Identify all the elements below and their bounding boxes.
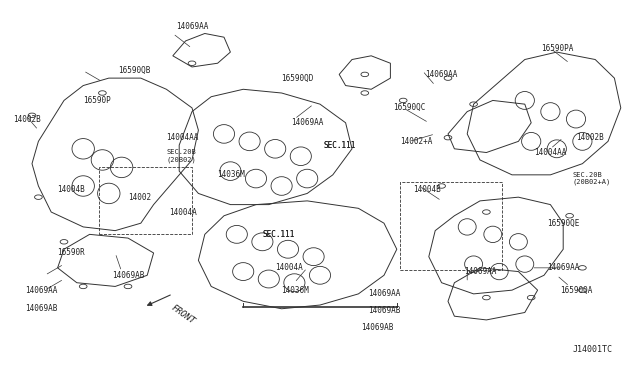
Text: 14036M: 14036M <box>218 170 245 179</box>
Text: 16590P: 16590P <box>83 96 111 105</box>
Text: 14069AB: 14069AB <box>362 323 394 332</box>
Text: 16590PA: 16590PA <box>541 44 573 53</box>
Text: 14004A: 14004A <box>275 263 303 272</box>
Text: 16590QE: 16590QE <box>547 219 580 228</box>
Text: 14069AA: 14069AA <box>426 70 458 79</box>
Text: 16590QD: 16590QD <box>282 74 314 83</box>
Text: 16590QC: 16590QC <box>394 103 426 112</box>
Text: 14069AA: 14069AA <box>368 289 401 298</box>
Text: SEC.20B
(20B02+A): SEC.20B (20B02+A) <box>573 172 611 185</box>
Text: 14004AA: 14004AA <box>166 133 199 142</box>
Text: 16590R: 16590R <box>58 248 85 257</box>
Text: 14069AA: 14069AA <box>176 22 209 31</box>
Text: 14069AB: 14069AB <box>112 271 145 280</box>
Text: SEC.111: SEC.111 <box>323 141 356 150</box>
Text: J14001TC: J14001TC <box>573 345 613 354</box>
Text: 14002B: 14002B <box>576 133 604 142</box>
Text: 14069AA: 14069AA <box>291 118 324 127</box>
Text: 14069AB: 14069AB <box>368 306 401 315</box>
Text: 14004AA: 14004AA <box>534 148 567 157</box>
Text: 14004A: 14004A <box>170 208 197 217</box>
Text: 16590QA: 16590QA <box>560 286 593 295</box>
Text: 14002+A: 14002+A <box>400 137 433 146</box>
Text: 16590QB: 16590QB <box>118 66 151 75</box>
Text: 14069AA: 14069AA <box>464 267 497 276</box>
Text: SEC.111: SEC.111 <box>262 230 295 239</box>
Text: FRONT: FRONT <box>170 303 196 326</box>
Text: SEC.111: SEC.111 <box>262 230 295 239</box>
Text: 14069AA: 14069AA <box>26 286 58 295</box>
Text: 14002B: 14002B <box>13 115 40 124</box>
Text: SEC.111: SEC.111 <box>323 141 356 150</box>
Text: 14036M: 14036M <box>282 286 309 295</box>
Text: 14004B: 14004B <box>58 185 85 194</box>
Text: 14069AB: 14069AB <box>26 304 58 313</box>
Text: 14002: 14002 <box>128 193 151 202</box>
Text: 14069AA: 14069AA <box>547 263 580 272</box>
Text: SEC.20B
(20B02): SEC.20B (20B02) <box>166 150 196 163</box>
Text: 14004B: 14004B <box>413 185 440 194</box>
